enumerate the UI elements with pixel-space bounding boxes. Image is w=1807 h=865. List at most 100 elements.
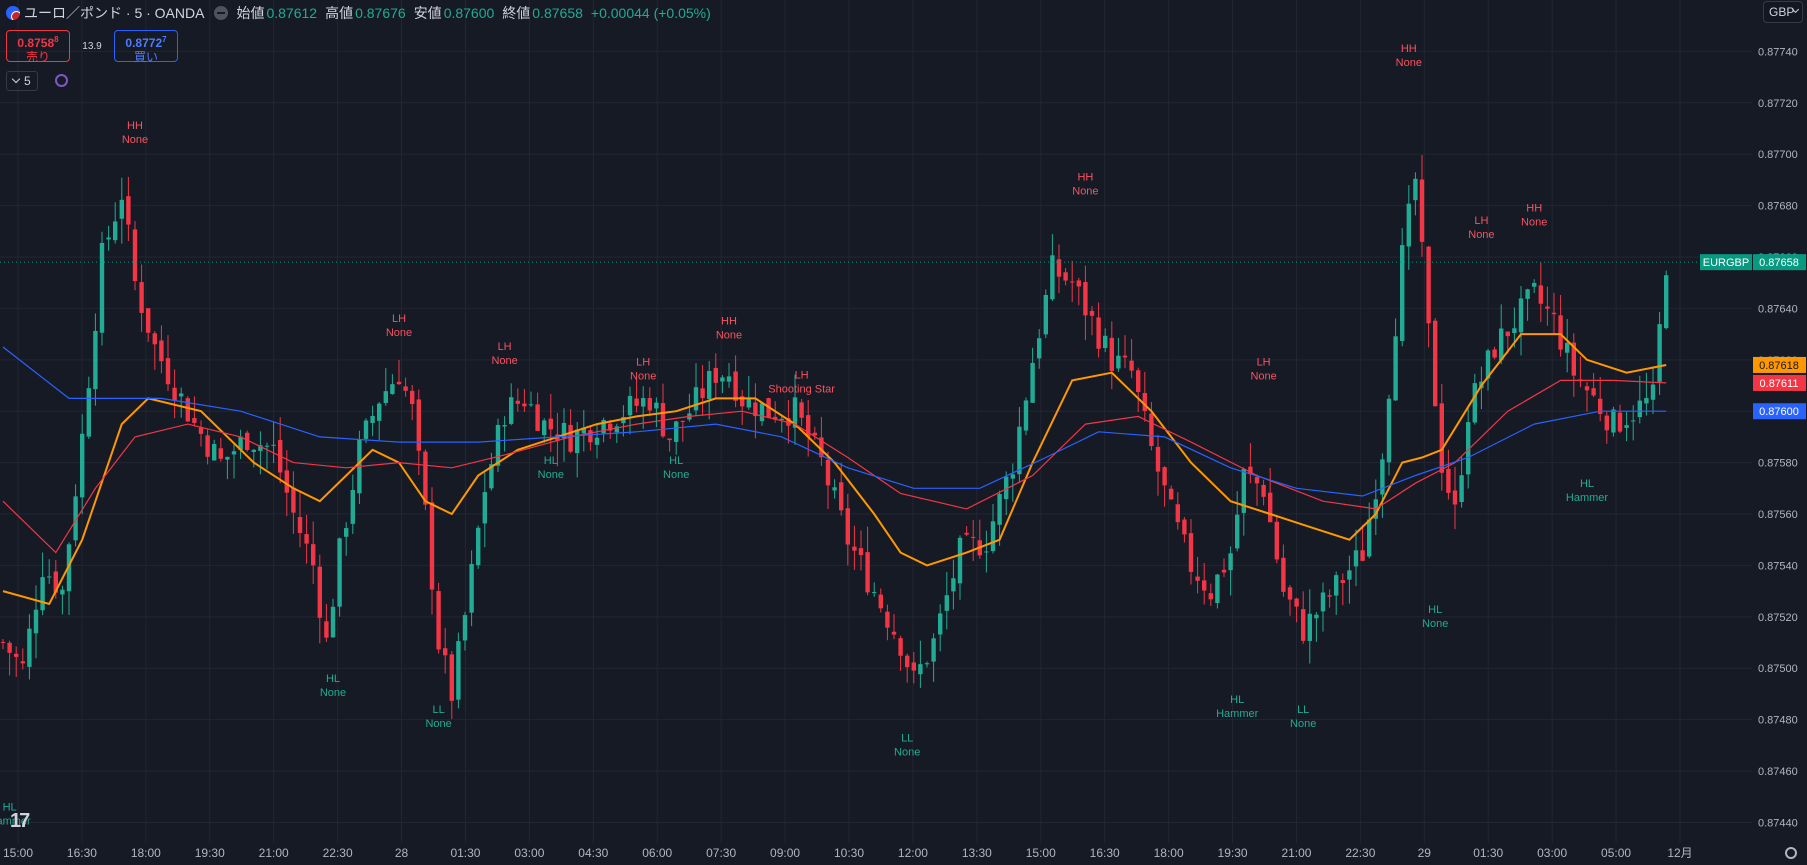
candle-body (1631, 420, 1636, 422)
candle-body (218, 448, 223, 459)
candle-body (113, 221, 118, 241)
candle-body (251, 449, 256, 452)
price-tick-label: 0.87580 (1758, 458, 1798, 470)
candle-body (7, 642, 12, 653)
sell-button[interactable]: 0.87588 売り (6, 30, 70, 64)
price-tick-label: 0.87560 (1758, 509, 1798, 521)
candle-body (1169, 488, 1174, 500)
annotation-label: LH (636, 357, 650, 369)
candle-body (667, 438, 672, 441)
candle-body (429, 502, 435, 590)
time-tick-label: 03:00 (1537, 846, 1567, 860)
annotation-label: LH (795, 369, 809, 381)
candle-body (792, 397, 798, 428)
buy-button[interactable]: 0.87727 買い (114, 30, 178, 64)
time-tick-label: 22:30 (323, 846, 353, 860)
time-tick-label: 18:00 (131, 846, 161, 860)
annotation-label: None (1521, 216, 1547, 228)
sell-price: 0.8758 (17, 36, 55, 50)
annotation-label: LH (392, 313, 406, 325)
time-tick-label: 15:00 (3, 846, 33, 860)
time-tick-label: 13:30 (962, 846, 992, 860)
candle-body (1433, 320, 1438, 407)
time-tick-label: 12月 (1667, 846, 1692, 860)
candle-body (872, 592, 877, 594)
annotation-label: HL (3, 802, 17, 814)
candle-body (1499, 328, 1504, 361)
candle-body (911, 662, 916, 671)
annotation-label: Hammer (1216, 708, 1259, 720)
candle-body (304, 534, 309, 544)
candle-body (1314, 614, 1319, 619)
currency-selector[interactable]: GBP (1763, 1, 1803, 23)
candle-body (608, 423, 613, 431)
time-tick-label: 29 (1418, 846, 1432, 860)
candle-body (1004, 476, 1009, 500)
low-label: 安値 (413, 5, 442, 21)
moving-average-line (2, 346, 1667, 497)
candle-body (377, 403, 382, 421)
time-tick-label: 12:00 (898, 846, 928, 860)
candle-body (1155, 446, 1161, 472)
price-tag-value: 0.87618 (1759, 360, 1799, 372)
annotation-label: None (1250, 371, 1276, 383)
candle-body (291, 487, 296, 513)
candle-body (951, 578, 956, 592)
candle-body (106, 237, 111, 240)
candle-body (40, 577, 45, 611)
candle-body (898, 638, 903, 656)
candle-body (885, 611, 890, 628)
candle-body (1307, 613, 1312, 641)
candle-body (152, 333, 157, 345)
candle-body (416, 399, 421, 451)
candle-body (297, 516, 303, 534)
candle-body (707, 370, 712, 399)
candle-body (627, 395, 633, 416)
candle-body (60, 589, 65, 595)
candle-body (192, 418, 197, 423)
chevron-down-icon (11, 74, 21, 84)
candle-body (53, 571, 58, 593)
candle-body (1466, 422, 1471, 475)
candle-body (918, 664, 923, 675)
time-tick-label: 21:00 (259, 846, 289, 860)
candle-body (1657, 324, 1662, 382)
candle-body (271, 444, 276, 446)
candle-body (1301, 609, 1306, 641)
candle-body (542, 420, 547, 436)
candle-body (403, 386, 408, 391)
candle-body (1228, 553, 1233, 571)
time-tick-label: 06:00 (642, 846, 672, 860)
candle-body (964, 532, 969, 535)
candle-body (1208, 593, 1213, 600)
candle-body (1380, 459, 1385, 495)
candle-body (746, 397, 751, 408)
high-value: 0.87676 (355, 5, 406, 21)
annotation-label: HH (127, 120, 143, 132)
candle-body (1637, 400, 1642, 418)
timeframe-selector[interactable]: 5 (6, 71, 38, 91)
price-tick-label: 0.87460 (1758, 766, 1798, 778)
candle-body (548, 418, 553, 430)
tradingview-logo-icon[interactable]: 17 (10, 810, 30, 832)
candle-body (1360, 550, 1365, 561)
symbol-title[interactable]: ユーロ／ポンド · 5 · OANDA (24, 5, 205, 21)
candle-body (865, 552, 870, 593)
low-value: 0.87600 (443, 5, 495, 21)
candle-body (891, 631, 897, 635)
candle-body (0, 641, 6, 643)
annotation-label: None (663, 469, 689, 481)
refresh-icon[interactable] (55, 74, 68, 87)
candle-body (515, 400, 520, 404)
collapse-icon[interactable] (214, 6, 229, 20)
symbol-header: ユーロ／ポンド · 5 · OANDA 始値 0.87612 高値 0.87676 … (6, 3, 711, 23)
gear-icon[interactable] (1785, 847, 1797, 859)
price-tick-label: 0.87500 (1758, 663, 1798, 675)
candle-body (1327, 595, 1332, 597)
candle-body (390, 384, 395, 394)
candle-body (621, 417, 626, 424)
time-tick-label: 10:30 (834, 846, 864, 860)
candle-body (1347, 570, 1352, 580)
candle-body (33, 609, 39, 634)
